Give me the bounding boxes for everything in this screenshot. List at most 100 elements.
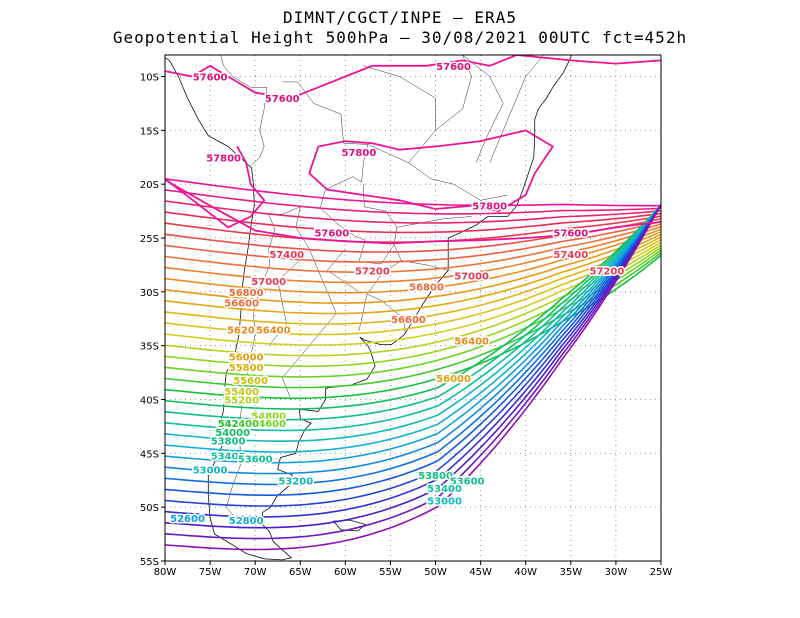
height-contour xyxy=(165,189,661,215)
height-contour xyxy=(165,204,661,486)
contour-label: 53400 xyxy=(211,451,246,462)
political-border xyxy=(396,216,472,228)
contour-label: 52800 xyxy=(229,516,264,527)
contour-label: 56600 xyxy=(224,299,259,310)
contour-labels: 57600 57600 57600 57800 57800 57800 57600 57600… xyxy=(169,60,626,528)
political-border xyxy=(462,55,504,163)
lon-tick-label: 80W xyxy=(154,567,177,578)
contour-label: 53600 xyxy=(450,476,485,487)
contour-label: 55400 xyxy=(224,387,259,398)
contour-label: 57400 xyxy=(553,250,588,261)
height-contour xyxy=(165,204,661,529)
height-contour xyxy=(165,204,661,518)
political-border xyxy=(226,214,276,529)
height-contour xyxy=(165,220,661,263)
height-contour xyxy=(165,223,661,273)
height-contour-high xyxy=(165,179,661,245)
political-border xyxy=(220,55,268,167)
lat-tick-label: 20S xyxy=(140,180,159,191)
contour-label: 57600 xyxy=(265,94,300,105)
contour-label: 56800 xyxy=(409,282,444,293)
contour-label: 57000 xyxy=(454,272,489,283)
height-contour xyxy=(165,204,661,551)
political-border xyxy=(408,162,508,201)
height-contour xyxy=(165,236,661,325)
lat-tick-label: 30S xyxy=(140,288,159,299)
lon-tick-label: 70W xyxy=(244,567,267,578)
contour-label: 53800 xyxy=(418,471,453,482)
contour-label: 55800 xyxy=(229,363,264,374)
lon-tick-label: 75W xyxy=(199,567,222,578)
contour-label: 56800 xyxy=(229,288,264,299)
height-contour xyxy=(165,204,661,475)
contour-label: 54600 xyxy=(251,419,286,430)
contour-label: 54000 xyxy=(215,428,250,439)
height-contour xyxy=(165,204,661,443)
contour-label: 57200 xyxy=(589,266,624,277)
contour-label: 52600 xyxy=(170,514,205,525)
contour-label: 56600 xyxy=(391,315,426,326)
contour-label: 55200 xyxy=(224,396,259,407)
contour-label: 56000 xyxy=(229,352,264,363)
contour-label: 56200 xyxy=(227,326,262,337)
contour-label: 53000 xyxy=(193,465,228,476)
political-border xyxy=(326,248,360,293)
contour-label: 53400 xyxy=(427,484,462,495)
contour-label: 57800 xyxy=(341,148,376,159)
height-contour xyxy=(165,233,661,315)
lat-tick-label: 15S xyxy=(140,126,159,137)
height-contour xyxy=(165,246,661,368)
height-contour xyxy=(165,204,661,496)
contour-label: 57800 xyxy=(206,153,241,164)
contour-label: 56400 xyxy=(454,336,489,347)
contour-label: 53800 xyxy=(211,436,246,447)
contour-label: 53200 xyxy=(278,476,313,487)
contour-label: 57600 xyxy=(314,229,349,240)
contour-label: 55600 xyxy=(233,376,268,387)
height-contour xyxy=(165,228,661,294)
contour-label: 57200 xyxy=(355,266,390,277)
contour-label: 53600 xyxy=(238,455,273,466)
political-border xyxy=(363,65,436,164)
lon-tick-label: 30W xyxy=(605,567,628,578)
height-contour xyxy=(165,225,661,284)
lat-tick-label: 50S xyxy=(140,503,159,514)
height-contour xyxy=(165,200,661,224)
height-contour xyxy=(165,204,661,540)
height-contour xyxy=(165,204,661,507)
height-contour-high xyxy=(165,55,661,100)
lat-tick-label: 25S xyxy=(140,234,159,245)
lon-tick-label: 55W xyxy=(379,567,402,578)
geopotential-contours xyxy=(165,55,661,551)
height-contour-high xyxy=(308,129,555,213)
lon-tick-label: 25W xyxy=(650,567,673,578)
height-contour xyxy=(165,204,661,432)
lon-tick-label: 45W xyxy=(469,567,492,578)
contour-label: 54400 xyxy=(224,419,259,430)
political-border xyxy=(435,55,472,131)
height-contour xyxy=(165,204,661,464)
lon-tick-label: 35W xyxy=(560,567,583,578)
height-contour xyxy=(165,238,661,336)
contour-label: 57600 xyxy=(553,229,588,240)
contour-label: 56000 xyxy=(436,374,471,385)
height-contour xyxy=(165,231,661,304)
height-contour xyxy=(165,252,661,389)
contour-label: 57400 xyxy=(269,250,304,261)
contour-label: 57600 xyxy=(436,62,471,73)
lon-tick-label: 40W xyxy=(514,567,537,578)
contour-label: 54800 xyxy=(251,412,286,423)
lon-tick-label: 65W xyxy=(289,567,312,578)
contour-label: 57800 xyxy=(472,202,507,213)
height-contour xyxy=(165,204,661,421)
contour-label: 56400 xyxy=(256,326,291,337)
coastline xyxy=(165,55,572,561)
lat-tick-label: 35S xyxy=(140,342,159,353)
lat-tick-label: 55S xyxy=(140,557,159,568)
lat-tick-label: 45S xyxy=(140,449,159,460)
height-contour xyxy=(165,204,661,453)
height-contour xyxy=(165,211,661,234)
height-contour xyxy=(165,204,661,410)
political-border xyxy=(489,55,544,163)
